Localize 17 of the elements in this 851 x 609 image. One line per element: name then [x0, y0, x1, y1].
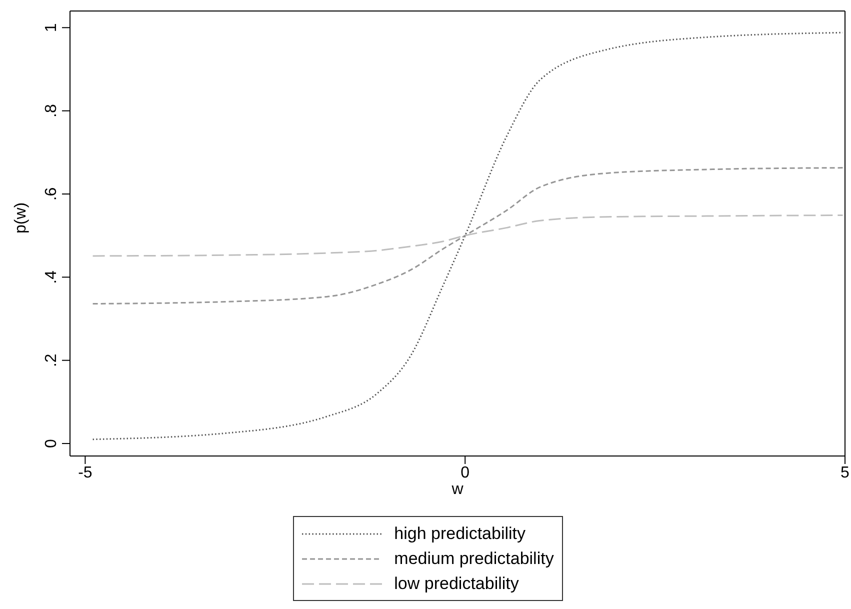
y-tick-label: .4 [43, 270, 60, 284]
x-tick-label: 0 [460, 464, 470, 482]
line-series [92, 32, 844, 440]
y-axis-title: p(w) [12, 202, 30, 234]
x-tick-label: -5 [78, 464, 92, 482]
y-tick-label: 0 [43, 438, 60, 448]
x-tick-label: 5 [840, 464, 850, 482]
line-series [92, 167, 844, 305]
legend-label: low predictability [394, 574, 519, 594]
y-tick-label: 1 [43, 23, 60, 32]
legend-label: high predictability [394, 524, 526, 544]
y-tick-label: .2 [43, 354, 60, 368]
y-tick-label: .8 [43, 104, 60, 118]
x-axis-title: w [450, 481, 464, 498]
line-series [92, 214, 844, 257]
y-tick-label: .6 [43, 187, 60, 201]
legend-label: medium predictability [394, 548, 554, 568]
